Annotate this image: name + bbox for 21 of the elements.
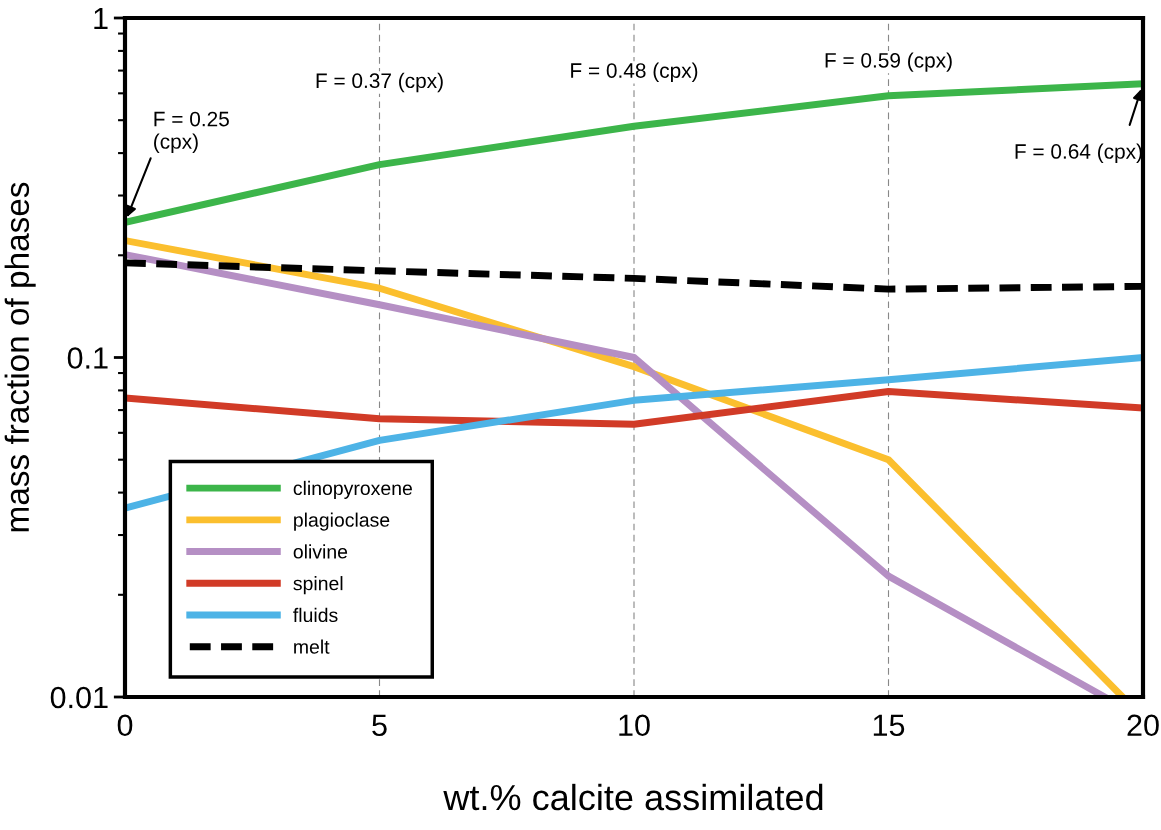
y-tick-label: 1 <box>94 8 108 30</box>
x-tick-label: 5 <box>372 714 387 737</box>
legend-label: melt <box>294 639 330 654</box>
legend-label: spinel <box>293 576 343 595</box>
legend-label: fluids <box>293 607 338 623</box>
legend-label: clinopyroxene <box>293 480 412 499</box>
x-tick-label: 10 <box>619 714 650 737</box>
x-tick-label: 15 <box>873 714 905 737</box>
y-axis-title: mass fraction of phases <box>4 182 36 532</box>
legend-label: olivine <box>293 544 348 559</box>
annotation: F = 0.59 (cpx) <box>825 52 952 72</box>
annotation: F = 0.48 (cpx) <box>571 62 698 83</box>
x-tick-label: 20 <box>1127 714 1159 737</box>
legend-label: plagioclase <box>294 512 390 531</box>
x-tick-label: 0 <box>117 714 133 737</box>
annotation: F = 0.25 (cpx) <box>154 111 229 153</box>
annotation: F = 0.64 (cpx) <box>1015 143 1142 163</box>
y-tick-label: 0.01 <box>50 686 108 709</box>
x-axis-title: wt.% calcite assimilated <box>443 783 823 811</box>
y-tick-label: 0.1 <box>67 347 108 369</box>
annotation: F = 0.37 (cpx) <box>316 72 443 93</box>
